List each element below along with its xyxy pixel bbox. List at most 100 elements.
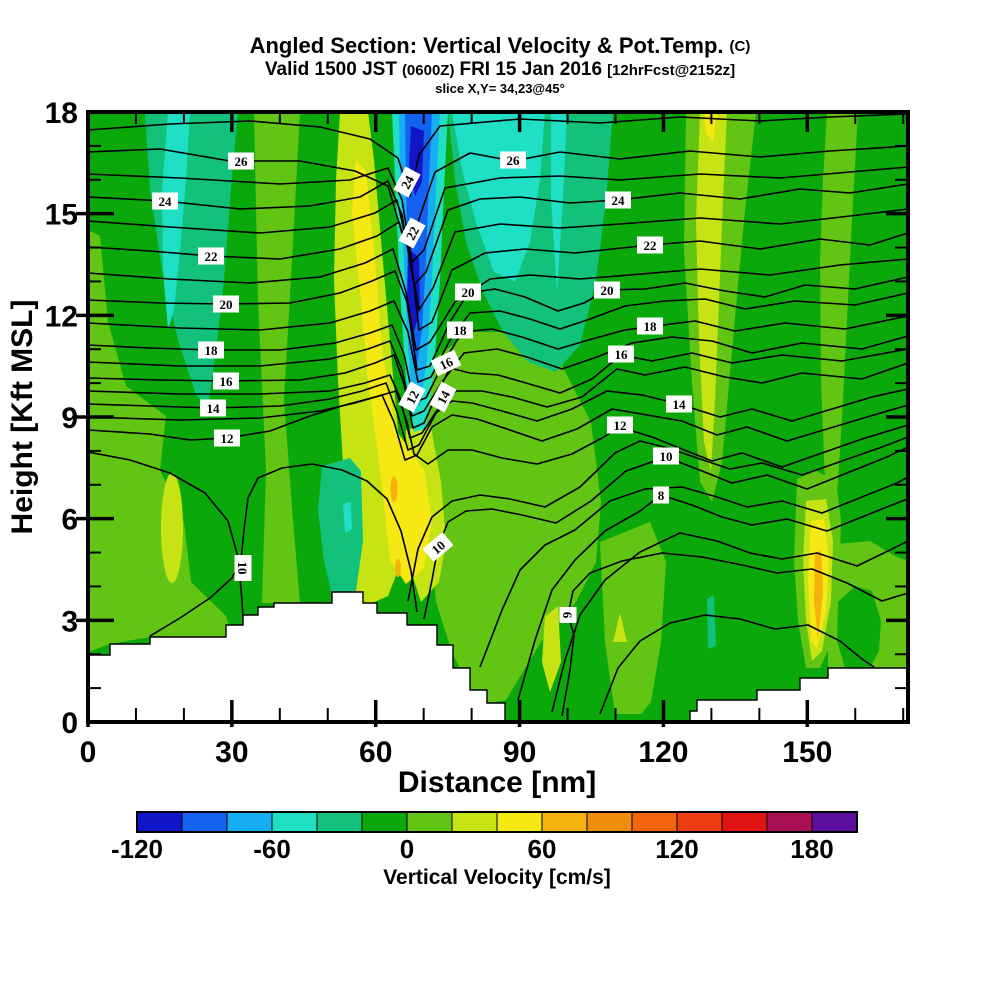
contour-label: 16 [430,349,462,377]
contour-label: 14 [429,381,457,413]
contour-label: 22 [398,217,426,249]
colorbar-segment [136,811,183,833]
contour-label: 10 [422,532,454,562]
colorbar-segment [811,811,858,833]
terrain-plateau-right [689,667,908,722]
contour-label: 12 [607,416,633,434]
contour-label: 22 [198,247,224,265]
colorbar-segment [406,811,453,833]
terrain-silhouette [88,591,908,722]
y-tick-label: 0 [61,707,78,740]
colorbar-segment [361,811,408,833]
contour-label: 8 [653,486,669,504]
axis-tick-labels: 0 30 60 90 120 150 0 3 6 9 12 15 18 [45,97,833,769]
x-tick-label: 150 [782,736,832,769]
svg-text:12: 12 [221,431,234,446]
isentrope-lines [88,113,908,717]
chart-subtitle: Valid 1500 JST (0600Z) FRI 15 Jan 2016 [12h… [265,59,735,80]
svg-text:16: 16 [615,347,629,362]
x-tick-label: 0 [80,736,97,769]
colorbar-tick-label: 60 [528,834,557,864]
contour-label: 12 [398,381,426,413]
svg-text:22: 22 [205,249,218,264]
x-tick-label: 90 [503,736,536,769]
colorbar-tick-label: 180 [790,834,833,864]
colorbar-segment [226,811,273,833]
title-block: Angled Section: Vertical Velocity & Pot.… [250,33,751,96]
svg-text:6: 6 [560,612,575,619]
colorbar: -120 -60 0 60 120 180 [111,811,858,864]
svg-text:22: 22 [644,238,657,253]
filled-velocity-field [88,112,908,722]
svg-text:26: 26 [235,154,249,169]
colorbar-outline [136,811,858,833]
x-tick-label: 30 [215,736,248,769]
contour-label: 24 [152,192,178,210]
chart-title-units: (C) [730,38,751,55]
svg-text:16: 16 [437,354,456,373]
contour-label: 14 [666,395,692,413]
contour-label: 14 [200,399,226,417]
contour-label: 20 [594,281,620,299]
contour-label: 18 [637,317,663,335]
colorbar-segment [631,811,678,833]
svg-text:18: 18 [454,323,468,338]
x-tick-label: 60 [359,736,392,769]
contour-label: 16 [213,372,239,390]
y-tick-label: 3 [61,605,78,638]
contour-label: 6 [559,607,577,623]
contour-label: 20 [455,283,481,301]
colorbar-tick-label: 120 [655,834,698,864]
contour-label: 24 [605,191,631,209]
svg-text:22: 22 [403,224,422,243]
plot-frame [86,110,910,724]
y-tick-label: 12 [45,300,78,333]
colorbar-segment [271,811,318,833]
svg-text:16: 16 [220,374,234,389]
contour-label: 24 [393,166,421,198]
colorbar-segment [181,811,228,833]
x-tick-label: 120 [638,736,688,769]
contour-label: 26 [228,152,254,170]
colorbar-segment [586,811,633,833]
y-tick-label: 9 [61,402,78,435]
svg-text:26: 26 [507,153,521,168]
svg-text:10: 10 [235,562,250,575]
slice-annotation: slice X,Y= 34,23@45° [435,81,565,96]
colorbar-segment [496,811,543,833]
colorbar-tick-label: -60 [253,834,291,864]
x-axis-title: Distance [nm] [398,766,596,799]
svg-text:20: 20 [220,297,233,312]
contour-label: 12 [214,429,240,447]
colorbar-segment [451,811,498,833]
contour-label: 18 [198,341,224,359]
svg-text:12: 12 [403,388,422,407]
colorbar-segment [316,811,363,833]
y-tick-label: 15 [45,199,78,232]
colorbar-caption: Vertical Velocity [cm/s] [383,866,611,889]
axis-ticks [76,112,908,727]
y-tick-label: 6 [61,504,78,537]
colorbar-tick-label: -120 [111,834,163,864]
contour-label: 10 [234,555,252,581]
svg-text:8: 8 [658,488,665,503]
colorbar-segment [721,811,768,833]
svg-text:10: 10 [660,449,673,464]
contour-label: 16 [608,345,634,363]
svg-text:20: 20 [462,285,475,300]
terrain-mountain-left [88,591,506,722]
colorbar-tick-label: 0 [400,834,414,864]
contour-label: 18 [447,321,473,339]
svg-text:18: 18 [205,343,219,358]
svg-text:24: 24 [159,194,173,209]
svg-text:14: 14 [207,401,221,416]
y-axis-title: Height [Kft MSL] [6,300,39,535]
svg-text:24: 24 [612,193,626,208]
svg-text:12: 12 [614,418,627,433]
chart-title: Angled Section: Vertical Velocity & Pot.… [250,33,751,58]
colorbar-segment [541,811,588,833]
svg-text:20: 20 [601,283,614,298]
